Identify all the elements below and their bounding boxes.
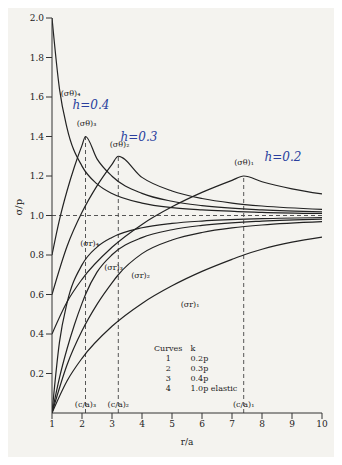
html-text:Curves: Curves	[154, 344, 183, 353]
svg-text:4: 4	[139, 419, 145, 429]
svg-text:h=0.2: h=0.2	[265, 150, 302, 164]
svg-text:0.4: 0.4	[30, 329, 45, 339]
svg-text:(σθ)₂: (σθ)₂	[109, 140, 130, 150]
svg-text:0.8: 0.8	[30, 250, 45, 260]
svg-text:σ/p: σ/p	[13, 199, 24, 216]
svg-text:(σθ)₁: (σθ)₁	[234, 158, 254, 167]
html-text:0.3p: 0.3p	[190, 364, 209, 373]
svg-text:(σr)₄: (σr)₄	[80, 239, 99, 248]
html-text:0.4p: 0.4p	[190, 374, 209, 383]
html-text:0.2p: 0.2p	[190, 354, 209, 363]
svg-text:1.4: 1.4	[30, 132, 45, 142]
svg-text:(σθ)₃: (σθ)₃	[77, 119, 97, 128]
svg-text:3: 3	[109, 419, 115, 429]
svg-text:h=0.3: h=0.3	[121, 130, 158, 144]
html-text:2: 2	[165, 364, 171, 373]
svg-text:10: 10	[316, 419, 328, 429]
html-text:1.0p elastic: 1.0p elastic	[190, 384, 238, 393]
svg-text:h=0.4: h=0.4	[73, 98, 110, 112]
svg-text:2.0: 2.0	[30, 13, 45, 23]
svg-text:(c/a)₃: (c/a)₃	[75, 400, 96, 409]
svg-text:8: 8	[259, 419, 265, 429]
html-text:1: 1	[165, 354, 171, 363]
svg-text:(σθ)₄: (σθ)₄	[61, 89, 81, 98]
svg-text:1.6: 1.6	[30, 92, 45, 102]
svg-text:2: 2	[79, 419, 85, 429]
svg-text:9: 9	[289, 419, 295, 429]
svg-text:1: 1	[49, 419, 55, 429]
svg-text:0.2: 0.2	[30, 369, 44, 379]
svg-text:1.0: 1.0	[30, 211, 45, 221]
svg-text:5: 5	[169, 419, 175, 429]
html-text:3: 3	[165, 374, 171, 383]
svg-text:6: 6	[199, 419, 205, 429]
svg-text:(σr)₃: (σr)₃	[104, 263, 123, 272]
svg-text:(c/a)₂: (c/a)₂	[108, 400, 129, 409]
svg-text:7: 7	[229, 419, 235, 429]
svg-text:1.8: 1.8	[30, 53, 45, 63]
svg-text:(σr)₂: (σr)₂	[131, 271, 150, 280]
html-text:k: k	[190, 344, 196, 353]
svg-text:(c/a)₁: (c/a)₁	[233, 400, 254, 409]
html-text:4: 4	[165, 384, 171, 393]
svg-text:1.2: 1.2	[30, 171, 44, 181]
svg-text:0.6: 0.6	[30, 290, 45, 300]
svg-text:r/a: r/a	[181, 437, 194, 447]
svg-text:(σr)₁: (σr)₁	[181, 300, 200, 309]
